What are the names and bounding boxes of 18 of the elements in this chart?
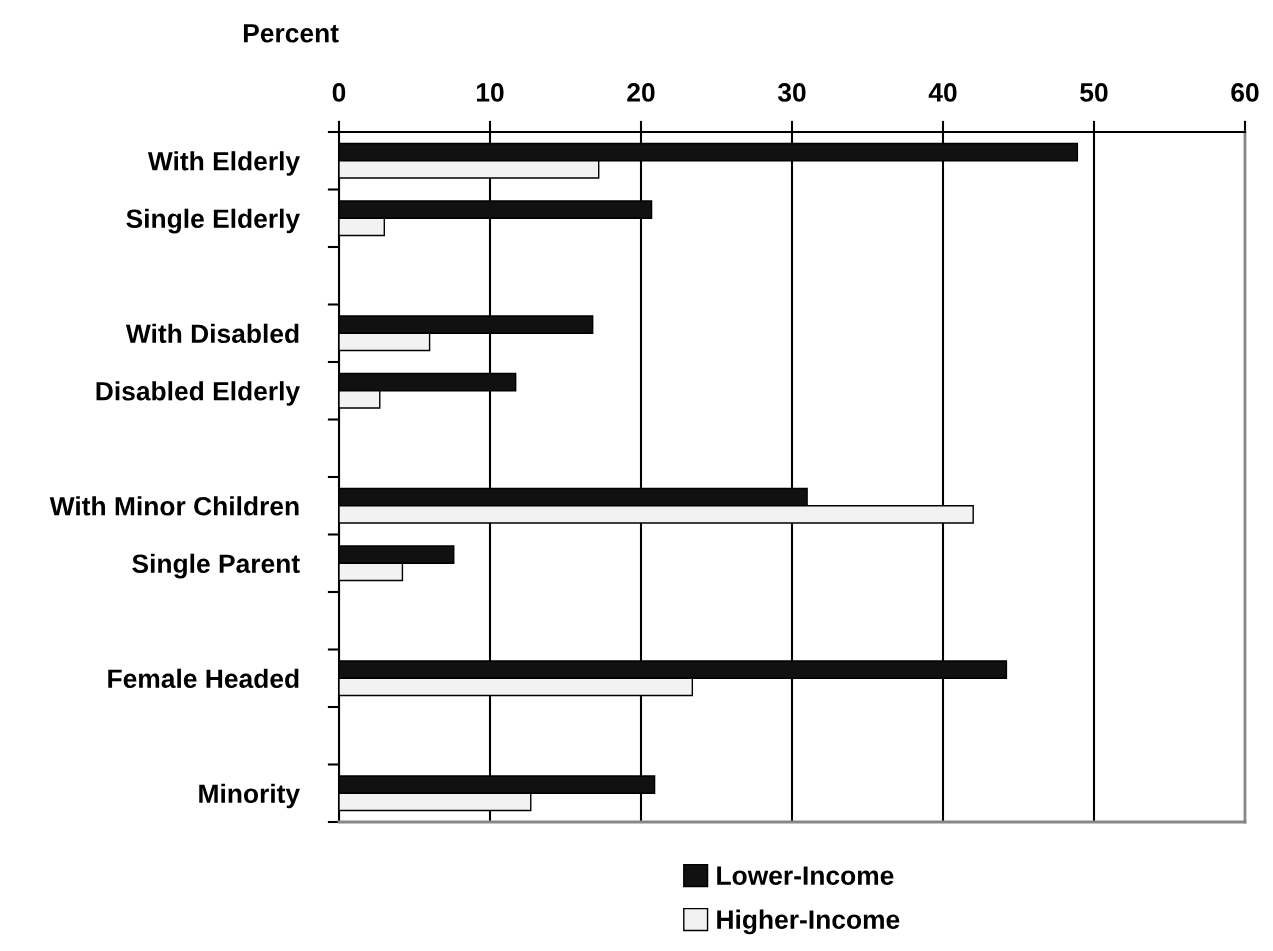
legend-label: Higher-Income <box>717 909 900 935</box>
y-tick-label: Disabled Elderly <box>96 381 300 406</box>
legend-label: Lower-Income <box>717 866 894 885</box>
x-tick-label: 50 <box>1080 83 1108 102</box>
x-tick-label: 10 <box>476 83 504 102</box>
x-tick-label: 30 <box>777 83 806 102</box>
x-tick-label: 0 <box>332 83 346 102</box>
x-tick-label: 60 <box>1231 83 1259 102</box>
y-tick-label: Minority <box>199 783 300 809</box>
y-tick-label: With Elderly <box>147 151 300 176</box>
y-tick-label: With Disabled <box>125 323 299 344</box>
y-tick-label: Single Parent <box>132 553 300 579</box>
y-tick-label: Single Elderly <box>126 208 300 234</box>
y-tick-label: With Minor Children <box>49 496 299 516</box>
y-tick-label: Female Headed <box>108 668 299 689</box>
x-axis-title: Percent <box>243 24 339 43</box>
x-tick-label: 40 <box>928 83 957 102</box>
x-tick-label: 20 <box>627 83 655 102</box>
